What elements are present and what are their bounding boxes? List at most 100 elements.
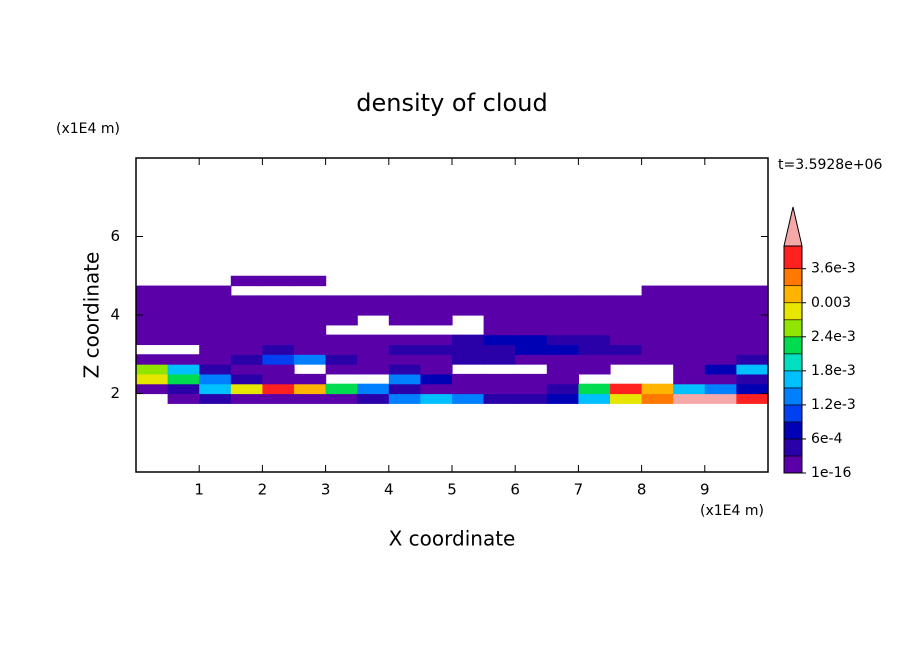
contour-cell	[167, 285, 200, 296]
contour-cell	[641, 334, 674, 346]
contour-cell	[199, 285, 232, 296]
contour-cell	[578, 324, 611, 336]
contour-cell	[294, 275, 327, 287]
contour-cell	[578, 383, 611, 395]
contour-cell	[357, 354, 390, 365]
x-tick-label: 5	[447, 481, 457, 499]
contour-cell	[452, 295, 485, 306]
contour-cell	[578, 305, 611, 316]
contour-cell	[230, 364, 263, 375]
contour-cell	[136, 383, 169, 395]
contour-cell	[452, 305, 485, 316]
contour-cell	[420, 334, 453, 346]
contour-cell	[515, 305, 548, 316]
contour-cell	[578, 334, 611, 346]
contour-cell	[641, 315, 674, 326]
colorbar-band	[783, 336, 803, 355]
contour-cell	[167, 315, 200, 326]
contour-cell	[294, 324, 327, 336]
y-tick-label: 2	[110, 384, 120, 402]
contour-cell	[641, 285, 674, 296]
contour-cell	[515, 315, 548, 326]
contour-field	[136, 275, 769, 404]
contour-cell	[641, 344, 674, 355]
contour-cell	[704, 393, 737, 404]
contour-cell	[452, 334, 485, 346]
contour-cell	[673, 295, 706, 306]
contour-cell	[641, 383, 674, 395]
contour-cell	[262, 295, 295, 306]
contour-cell	[388, 383, 421, 395]
contour-cell	[167, 295, 200, 306]
contour-cell	[167, 324, 200, 336]
contour-cell	[578, 295, 611, 306]
contour-cell	[641, 295, 674, 306]
contour-cell	[736, 334, 769, 346]
contour-cell	[704, 315, 737, 326]
x-tick-label: 8	[637, 481, 647, 499]
contour-cell	[578, 315, 611, 326]
contour-cell	[610, 295, 643, 306]
contour-cell	[294, 383, 327, 395]
contour-cell	[136, 324, 169, 336]
y-tick-label: 4	[110, 306, 120, 324]
contour-cell	[704, 383, 737, 395]
x-tick-label: 4	[384, 481, 394, 499]
contour-cell	[704, 305, 737, 316]
contour-cell	[262, 393, 295, 404]
x-tick-label: 3	[321, 481, 331, 499]
contour-cell	[357, 295, 390, 306]
contour-cell	[136, 364, 169, 375]
contour-cell	[578, 344, 611, 355]
contour-cell	[199, 354, 232, 365]
contour-cell	[294, 315, 327, 326]
contour-cell	[546, 354, 579, 365]
contour-cell	[420, 393, 453, 404]
contour-cell	[420, 383, 453, 395]
contour-cell	[325, 354, 358, 365]
contour-cell	[673, 285, 706, 296]
colorbar-tick-label: 6e-4	[811, 431, 843, 447]
contour-cell	[167, 364, 200, 375]
contour-cell	[325, 334, 358, 346]
contour-cell	[262, 373, 295, 385]
contour-cell	[483, 334, 516, 346]
contour-cell	[704, 344, 737, 355]
contour-cell	[325, 295, 358, 306]
colorbar-band	[783, 455, 803, 474]
contour-cell	[199, 324, 232, 336]
contour-cell	[262, 344, 295, 355]
contour-cell	[673, 364, 706, 375]
contour-cell	[325, 305, 358, 316]
contour-cell	[641, 305, 674, 316]
contour-cell	[546, 295, 579, 306]
contour-cell	[167, 383, 200, 395]
contour-cell	[641, 354, 674, 365]
contour-cell	[704, 354, 737, 365]
contour-cell	[546, 305, 579, 316]
colorbar-band	[783, 353, 803, 372]
contour-cell	[515, 383, 548, 395]
contour-cell	[167, 305, 200, 316]
contour-cell	[546, 344, 579, 355]
contour-cell	[673, 324, 706, 336]
contour-cell	[262, 383, 295, 395]
contour-cell	[136, 295, 169, 306]
contour-cell	[325, 383, 358, 395]
contour-cell	[546, 373, 579, 385]
x-tick-label: 2	[258, 481, 268, 499]
contour-cell	[515, 295, 548, 306]
contour-cell	[483, 295, 516, 306]
contour-cell	[736, 364, 769, 375]
contour-cell	[641, 324, 674, 336]
colorbar-band	[783, 404, 803, 423]
contour-cell	[515, 324, 548, 336]
contour-cell	[388, 334, 421, 346]
contour-cell	[262, 315, 295, 326]
contour-cell	[199, 295, 232, 306]
contour-cell	[515, 344, 548, 355]
contour-cell	[420, 364, 453, 375]
contour-cell	[704, 285, 737, 296]
contour-cell	[546, 383, 579, 395]
